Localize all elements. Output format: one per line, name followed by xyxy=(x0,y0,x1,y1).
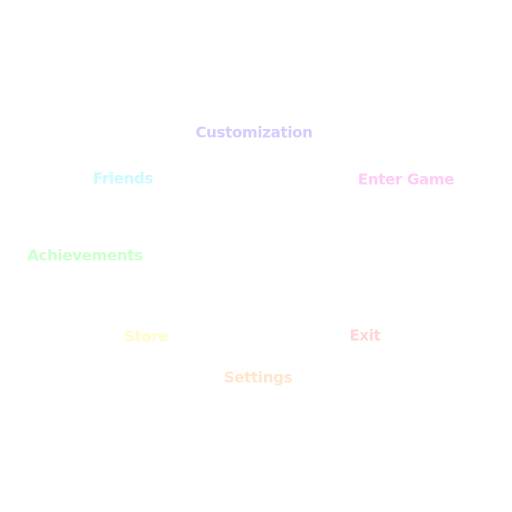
settings-button[interactable]: Settings xyxy=(223,368,293,387)
friends-button[interactable]: Friends xyxy=(92,169,154,188)
exit-button[interactable]: Exit xyxy=(349,326,381,345)
achievements-button[interactable]: Achievements xyxy=(27,246,143,265)
store-button[interactable]: Store xyxy=(123,327,169,346)
enter-game-button[interactable]: Enter Game xyxy=(357,170,455,189)
customization-button[interactable]: Customization xyxy=(195,123,313,142)
